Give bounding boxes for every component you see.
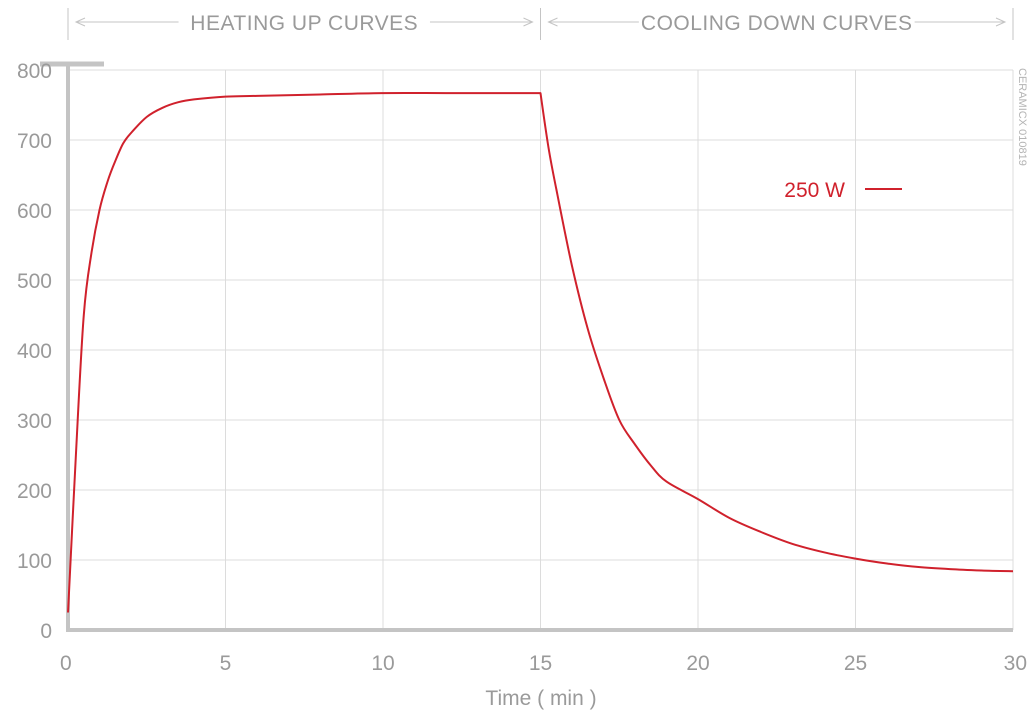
y-tick-label: 300 [17, 410, 52, 433]
grid-lines [68, 69, 1014, 630]
x-tick-label: 15 [529, 652, 552, 675]
y-tick-label: 600 [17, 200, 52, 223]
y-tick-label: 400 [17, 340, 52, 363]
x-tick-label: 10 [371, 652, 394, 675]
x-tick-label: 20 [686, 652, 709, 675]
series-line-250w [67, 92, 1014, 613]
y-tick-label: 500 [17, 270, 52, 293]
x-tick-label: 5 [220, 652, 232, 675]
y-tick-label: 0 [40, 620, 52, 643]
y-tick-label: 100 [17, 550, 52, 573]
legend: 250 W [784, 179, 902, 202]
x-tick-label: 25 [844, 652, 867, 675]
phase-band: HEATING UP CURVES COOLING DOWN CURVES [67, 8, 1014, 40]
chart-code-annotation: CERAMICX 010819 [1016, 68, 1028, 166]
y-tick-label: 700 [17, 130, 52, 153]
series-layer [67, 92, 1014, 613]
y-tick-label: 800 [17, 60, 52, 83]
x-axis-title: Time ( min ) [485, 687, 596, 710]
tick-labels: 0 100 200 300 400 500 600 700 800 0 5 10 15 20 25 30 [17, 60, 1027, 675]
x-tick-label: 30 [1004, 652, 1027, 675]
legend-label: 250 W [784, 179, 845, 202]
y-tick-label: 200 [17, 480, 52, 503]
x-tick-label: 0 [60, 652, 72, 675]
axes [40, 61, 1013, 632]
arrow-left-icon [547, 17, 558, 27]
phase-label: HEATING UP CURVES [190, 12, 418, 35]
arrow-right-icon [523, 17, 534, 27]
arrow-right-icon [995, 17, 1007, 27]
arrow-left-icon [74, 17, 86, 27]
phase-label: COOLING DOWN CURVES [641, 12, 913, 35]
